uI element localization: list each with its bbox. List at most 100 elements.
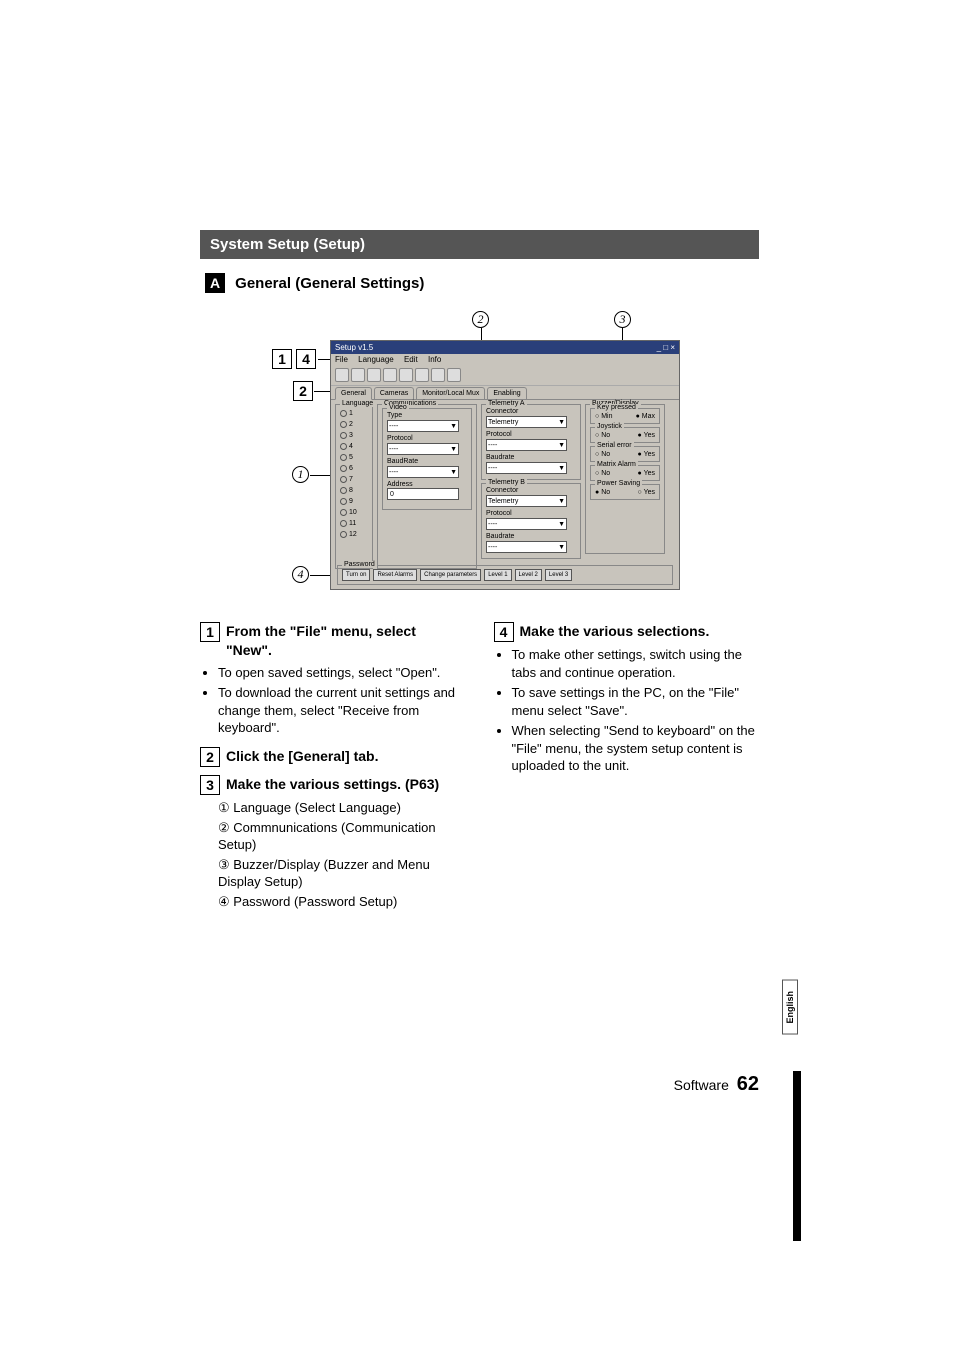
tabs: General Cameras Monitor/Local Mux Enabli… (331, 386, 679, 400)
o: 12 (349, 531, 357, 538)
tab-monitor[interactable]: Monitor/Local Mux (416, 387, 485, 399)
t: Buzzer/Display (Buzzer and Menu Display … (218, 857, 430, 890)
ps-label: Power Saving (595, 480, 642, 487)
toolbar-button[interactable] (431, 368, 445, 382)
pass-btn[interactable]: Reset Alarms (373, 569, 417, 581)
step-3-item: ② Commnunications (Communication Setup) (218, 819, 466, 854)
toolbar-button[interactable] (351, 368, 365, 382)
window-controls: _ □ × (657, 343, 675, 352)
ps-opt-b[interactable]: ○ Yes (638, 489, 655, 496)
jy-opt-b[interactable]: ● Yes (638, 432, 655, 439)
video-label: Video (387, 404, 409, 411)
menu-file[interactable]: File (335, 355, 348, 364)
t: No (601, 470, 610, 477)
protocol-select[interactable]: ----▼ (387, 443, 459, 455)
tela-conn-select[interactable]: Telemetry▼ (486, 416, 567, 428)
lang-opt[interactable]: 2 (340, 419, 368, 430)
se-opt-a[interactable]: ○ No (595, 451, 610, 458)
step-4-head: 4 Make the various selections. (494, 622, 760, 642)
ma-opt-b[interactable]: ● Yes (638, 470, 655, 477)
se-label: Serial error (595, 442, 634, 449)
lang-opt[interactable]: 8 (340, 485, 368, 496)
telb-prot-select[interactable]: ----▼ (486, 518, 567, 530)
pass-btn[interactable]: Level 3 (545, 569, 572, 581)
step-3-head: 3 Make the various settings. (P63) (200, 775, 466, 795)
t: Yes (644, 451, 655, 458)
toolbar-button[interactable] (399, 368, 413, 382)
step-2-title: Click the [General] tab. (226, 747, 466, 766)
se-opt-b[interactable]: ● Yes (638, 451, 655, 458)
screenshot: Setup v1.5 _ □ × File Language Edit Info… (330, 340, 680, 590)
pass-btn[interactable]: Level 2 (515, 569, 542, 581)
tela-prot-select[interactable]: ----▼ (486, 439, 567, 451)
menu-language[interactable]: Language (358, 355, 394, 364)
lang-opt[interactable]: 1 (340, 408, 368, 419)
pass-btn[interactable]: Change parameters (420, 569, 481, 581)
toolbar-button[interactable] (415, 368, 429, 382)
telb-conn-select[interactable]: Telemetry▼ (486, 495, 567, 507)
telb-baud-select[interactable]: ----▼ (486, 541, 567, 553)
lang-opt[interactable]: 11 (340, 518, 368, 529)
menu-edit[interactable]: Edit (404, 355, 418, 364)
o: 7 (349, 476, 353, 483)
step-3-title: Make the various settings. (P63) (226, 775, 466, 794)
t: Min (601, 413, 612, 420)
language-column: Language 1 2 3 4 5 6 7 8 9 10 11 12 (335, 404, 373, 571)
tab-enabling[interactable]: Enabling (487, 387, 526, 399)
jy-opt-a[interactable]: ○ No (595, 432, 610, 439)
t: Yes (644, 432, 655, 439)
password-label: Password (342, 561, 377, 568)
step-3-item: ④ Password (Password Setup) (218, 893, 466, 911)
tab-general[interactable]: General (335, 387, 372, 400)
step-1-head: 1 From the "File" menu, select "New". (200, 622, 466, 660)
lang-opt[interactable]: 4 (340, 441, 368, 452)
lang-opt[interactable]: 9 (340, 496, 368, 507)
kp-opt-a[interactable]: ○ Min (595, 413, 612, 420)
t: Yes (644, 489, 655, 496)
shot-body: Language 1 2 3 4 5 6 7 8 9 10 11 12 Co (331, 400, 679, 575)
callout-box-2-wrap: 2 (293, 381, 313, 401)
page-number: 62 (737, 1073, 759, 1095)
lang-opt[interactable]: 3 (340, 430, 368, 441)
toolbar-button[interactable] (367, 368, 381, 382)
step-3-item: ① Language (Select Language) (218, 799, 466, 817)
toolbar-button[interactable] (447, 368, 461, 382)
step-3-items: ① Language (Select Language) ② Commnunic… (218, 799, 466, 910)
step-4-bullet: To save settings in the PC, on the "File… (512, 684, 760, 719)
footer: Software 62 (674, 1073, 759, 1096)
lang-opt[interactable]: 12 (340, 529, 368, 540)
left-column: 1 From the "File" menu, select "New". To… (200, 622, 466, 912)
ma-opt-a[interactable]: ○ No (595, 470, 610, 477)
v: ---- (488, 521, 497, 528)
step-1-title: From the "File" menu, select "New". (226, 622, 466, 660)
menu-info[interactable]: Info (428, 355, 441, 364)
addr-input[interactable]: 0 (387, 488, 459, 500)
callout-circle-3: 3 (614, 311, 631, 328)
jy-label: Joystick (595, 423, 624, 430)
toolbar-button[interactable] (383, 368, 397, 382)
lang-opt[interactable]: 5 (340, 452, 368, 463)
toolbar-button[interactable] (335, 368, 349, 382)
lang-opt[interactable]: 10 (340, 507, 368, 518)
o: 8 (349, 487, 353, 494)
password-row: Password Turn on Reset Alarms Change par… (337, 565, 673, 585)
step-4-num: 4 (494, 622, 514, 642)
telb-conn-label: Connector (486, 487, 576, 494)
telb-label: Telemetry B (486, 479, 527, 486)
protocol-label: Protocol (387, 435, 467, 442)
kp-opt-b[interactable]: ● Max (636, 413, 655, 420)
lang-opt[interactable]: 6 (340, 463, 368, 474)
type-select[interactable]: ----▼ (387, 420, 459, 432)
callout-circle-4: 4 (292, 566, 309, 583)
baud-select[interactable]: ----▼ (387, 466, 459, 478)
tab-cameras[interactable]: Cameras (374, 387, 414, 399)
window-title: Setup v1.5 (335, 343, 373, 352)
pass-btn[interactable]: Level 1 (484, 569, 511, 581)
pass-btn[interactable]: Turn on (342, 569, 370, 581)
lang-opt[interactable]: 7 (340, 474, 368, 485)
ps-opt-a[interactable]: ● No (595, 489, 610, 496)
tela-baud-label: Baudrate (486, 454, 576, 461)
callout-box-1: 1 (272, 349, 292, 369)
tela-baud-select[interactable]: ----▼ (486, 462, 567, 474)
o: 11 (349, 520, 356, 527)
